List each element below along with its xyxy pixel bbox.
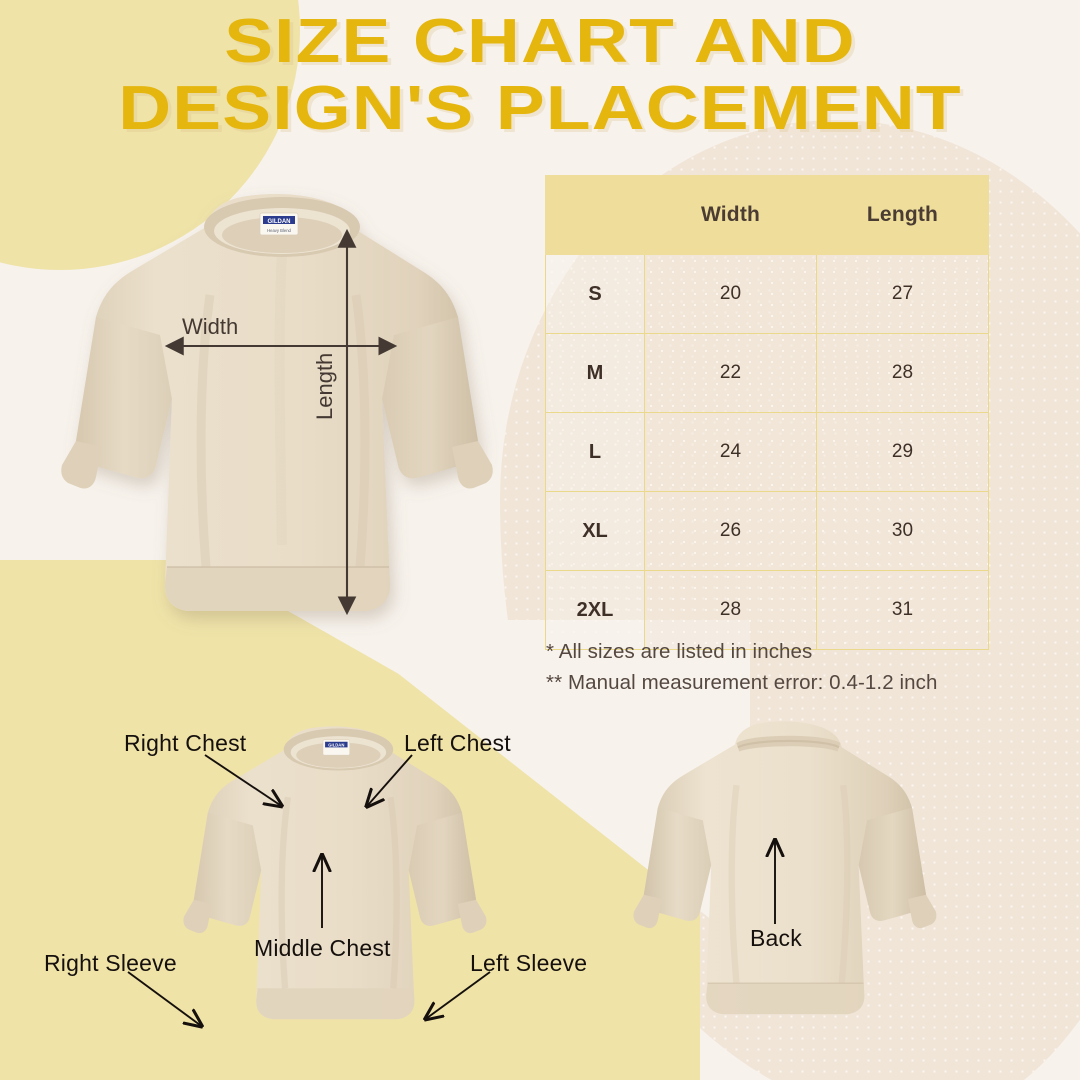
sweatshirt-back-placement-illustration [630, 715, 937, 1045]
width-column-header: Width [644, 175, 817, 255]
length-cell: 27 [816, 254, 989, 334]
left-sleeve-arrow [427, 971, 491, 1018]
width-cell: 22 [644, 333, 817, 413]
table-row: 2XL 28 31 [545, 570, 989, 650]
table-row: S 20 27 [545, 254, 989, 334]
label-middle-chest: Middle Chest [254, 935, 391, 961]
title-line-2: DESIGN'S PLACEMENT [118, 73, 962, 143]
gildan-brand-label: GILDAN [322, 739, 350, 756]
svg-text:GILDAN: GILDAN [328, 743, 344, 748]
length-cell: 29 [816, 412, 989, 492]
label-left-sleeve: Left Sleeve [470, 950, 588, 976]
size-cell: XL [545, 491, 645, 571]
measurement-arrows [164, 228, 398, 616]
footnote-units: * All sizes are listed in inches [546, 640, 813, 663]
size-cell: L [545, 412, 645, 492]
label-right-chest: Right Chest [124, 730, 247, 756]
placement-arrows-back [700, 820, 920, 924]
width-cell: 26 [644, 491, 817, 571]
svg-text:Heavy Blend: Heavy Blend [267, 228, 291, 233]
page-title: SIZE CHART AND DESIGN'S PLACEMENT [0, 7, 1080, 143]
label-left-chest: Left Chest [404, 730, 511, 756]
size-cell: 2XL [545, 570, 645, 650]
sweatshirt-measurement-illustration: GILDAN Heavy Blend [60, 185, 493, 655]
size-cell: S [545, 254, 645, 334]
length-cell: 30 [816, 491, 989, 571]
size-chart-body: S 20 27 M 22 28 L 24 29 XL 26 30 2XL 28 [545, 254, 989, 650]
label-right-sleeve: Right Sleeve [44, 950, 177, 976]
table-row: L 24 29 [545, 412, 989, 492]
gildan-brand-label: GILDAN Heavy Blend [259, 212, 299, 236]
length-column-header: Length [816, 175, 989, 255]
length-cell: 28 [816, 333, 989, 413]
table-row: M 22 28 [545, 333, 989, 413]
footnote-error: ** Manual measurement error: 0.4-1.2 inc… [546, 671, 938, 695]
placement-arrows-front [127, 754, 491, 1080]
length-measurement-label: Length [312, 352, 337, 420]
width-cell: 20 [644, 254, 817, 334]
length-cell: 31 [816, 570, 989, 650]
title-line-1: SIZE CHART AND [224, 7, 856, 76]
right-sleeve-arrow [127, 971, 200, 1025]
table-header-row: Width Length [545, 175, 989, 255]
label-back: Back [750, 925, 802, 951]
size-cell: M [545, 333, 645, 413]
svg-text:GILDAN: GILDAN [268, 219, 291, 225]
size-column-header [545, 175, 645, 255]
width-measurement-label: Width [182, 314, 239, 339]
width-cell: 28 [644, 570, 817, 650]
width-cell: 24 [644, 412, 817, 492]
size-chart-table: Width Length S 20 27 M 22 28 L 24 29 XL [545, 175, 989, 650]
right-chest-arrow [204, 754, 280, 805]
size-chart-header: Width Length [545, 175, 989, 255]
table-row: XL 26 30 [545, 491, 989, 571]
table-footnotes: * All sizes are listed in inches ** Manu… [546, 636, 938, 698]
left-chest-arrow [368, 754, 413, 805]
